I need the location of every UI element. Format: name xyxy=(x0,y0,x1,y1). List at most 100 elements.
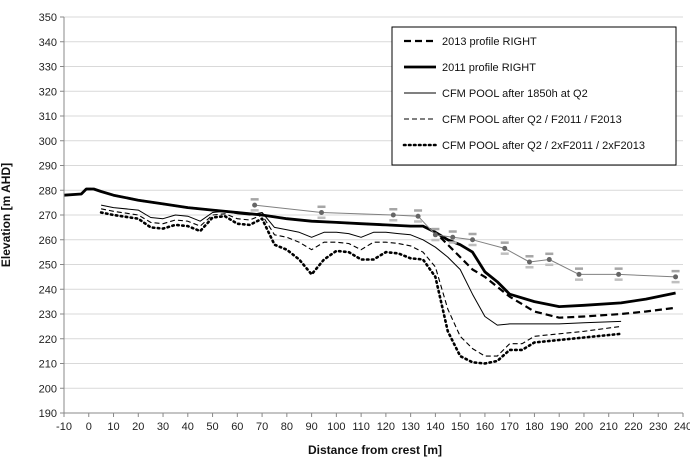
x-tick-label: 100 xyxy=(327,421,345,433)
y-tick-label: 250 xyxy=(39,260,57,272)
series-lines xyxy=(63,187,680,365)
y-tick-label: 210 xyxy=(39,359,57,371)
x-tick-label: 120 xyxy=(377,421,395,433)
gray-marker-bar xyxy=(431,227,440,231)
x-tick-label: 220 xyxy=(624,421,642,433)
series-line-4 xyxy=(100,208,622,357)
x-tick-label: 150 xyxy=(451,421,469,433)
x-tick-label: 20 xyxy=(132,421,144,433)
gray-marker-point xyxy=(390,212,396,218)
gray-marker-point xyxy=(673,274,679,280)
legend-label: 2013 profile RIGHT xyxy=(442,36,537,48)
gray-marker-bar xyxy=(671,280,680,284)
gray-marker-bar xyxy=(468,243,477,247)
gray-marker-bar xyxy=(414,220,423,223)
gray-marker-bar xyxy=(468,232,477,236)
gray-marker-bar xyxy=(250,209,259,212)
gray-marker-point xyxy=(546,257,552,263)
y-tick-label: 280 xyxy=(39,185,57,197)
gray-marker-bar xyxy=(500,252,509,255)
series-line-3 xyxy=(101,204,622,326)
gray-marker-point xyxy=(319,210,325,216)
gray-marker-point xyxy=(432,232,438,238)
gray-marker-point xyxy=(470,237,476,243)
x-tick-label: 40 xyxy=(182,421,194,433)
x-tick-label: 200 xyxy=(575,421,593,433)
gray-marker-point xyxy=(502,245,508,251)
legend-label: CFM POOL after Q2 / 2xF2011 / 2xF2013 xyxy=(442,140,645,152)
series-line-5 xyxy=(99,211,623,365)
x-tick-label: 240 xyxy=(674,421,690,433)
gray-marker-bar xyxy=(317,216,326,220)
gray-marker-bar xyxy=(250,198,259,201)
y-tick-labels: 190 200 210 220 230 240 250 260 270 280 290 300 310 3… xyxy=(39,12,57,420)
gray-marker-point xyxy=(450,234,456,240)
x-tick-label: 180 xyxy=(525,421,543,433)
gray-marker-bar xyxy=(431,238,440,242)
x-tick-label: 60 xyxy=(231,421,243,433)
y-tick-label: 310 xyxy=(39,111,57,123)
x-axis-title: Distance from crest [m] xyxy=(308,443,442,457)
y-axis-title: Elevation [m AHD] xyxy=(0,163,13,267)
gray-marker-bar xyxy=(414,209,423,212)
gray-marker-bar xyxy=(545,252,554,256)
gray-marker-bar xyxy=(614,278,623,281)
gray-marker-bar xyxy=(448,230,457,233)
gray-marker-bar xyxy=(500,241,509,244)
y-tick-label: 240 xyxy=(39,284,57,296)
y-tick-label: 330 xyxy=(39,62,57,74)
gray-marker-bar xyxy=(575,267,584,270)
y-tick-label: 340 xyxy=(39,37,57,49)
gray-marker-bar xyxy=(545,263,554,267)
x-tick-label: 210 xyxy=(600,421,618,433)
legend-label: 2011 profile RIGHT xyxy=(442,62,536,74)
y-tick-label: 200 xyxy=(39,383,57,395)
y-tick-label: 270 xyxy=(39,210,57,222)
gray-marker-bar xyxy=(389,219,398,222)
gray-marker-bar xyxy=(525,255,534,258)
x-tick-label: 70 xyxy=(256,421,268,433)
x-tick-label: 80 xyxy=(281,421,293,433)
y-tick-label: 300 xyxy=(39,136,57,148)
x-tick-label: 10 xyxy=(107,421,119,433)
axes xyxy=(60,16,684,417)
y-tick-label: 320 xyxy=(39,86,57,98)
x-tick-label: 160 xyxy=(476,421,494,433)
gray-marker-bar xyxy=(317,205,326,209)
x-tick-label: 170 xyxy=(501,421,519,433)
x-tick-label: 130 xyxy=(401,421,419,433)
gray-marker-point xyxy=(616,271,622,277)
gray-marker-bar xyxy=(671,269,680,273)
x-tick-label: -10 xyxy=(56,421,72,433)
gray-marker-bar xyxy=(389,208,398,211)
legend-label: CFM POOL after Q2 / F2011 / F2013 xyxy=(442,114,622,126)
gray-marker-point xyxy=(252,202,258,208)
gray-marker-point xyxy=(526,259,532,265)
gray-marker-bar xyxy=(448,241,457,244)
x-tick-label: 90 xyxy=(305,421,317,433)
y-tick-label: 220 xyxy=(39,334,57,346)
gray-marker-bar xyxy=(614,267,623,270)
x-tick-labels: -10 0 10 20 30 40 50 60 70 80 90 100 110 120 130 140 150… xyxy=(56,421,690,433)
x-tick-label: 50 xyxy=(206,421,218,433)
y-tick-label: 350 xyxy=(39,12,57,24)
legend-box xyxy=(391,26,677,166)
x-tick-label: 0 xyxy=(86,421,92,433)
y-tick-label: 290 xyxy=(39,161,57,173)
y-tick-label: 190 xyxy=(39,408,57,420)
legend: 2013 profile RIGHT 2011 profile RIGHT CFM … xyxy=(391,26,677,166)
y-tick-label: 260 xyxy=(39,235,57,247)
y-tick-label: 230 xyxy=(39,309,57,321)
x-tick-label: 230 xyxy=(649,421,667,433)
gray-marker-bar xyxy=(525,266,534,269)
gray-marker-point xyxy=(576,271,582,277)
series-line-2 xyxy=(63,187,676,309)
x-tick-label: 190 xyxy=(550,421,568,433)
x-tick-label: 140 xyxy=(426,421,444,433)
x-tick-label: 30 xyxy=(157,421,169,433)
legend-label: CFM POOL after 1850h at Q2 xyxy=(442,88,588,100)
gray-marker-bar xyxy=(575,278,584,281)
x-tick-label: 110 xyxy=(352,421,370,433)
gray-marker-point xyxy=(415,213,421,219)
